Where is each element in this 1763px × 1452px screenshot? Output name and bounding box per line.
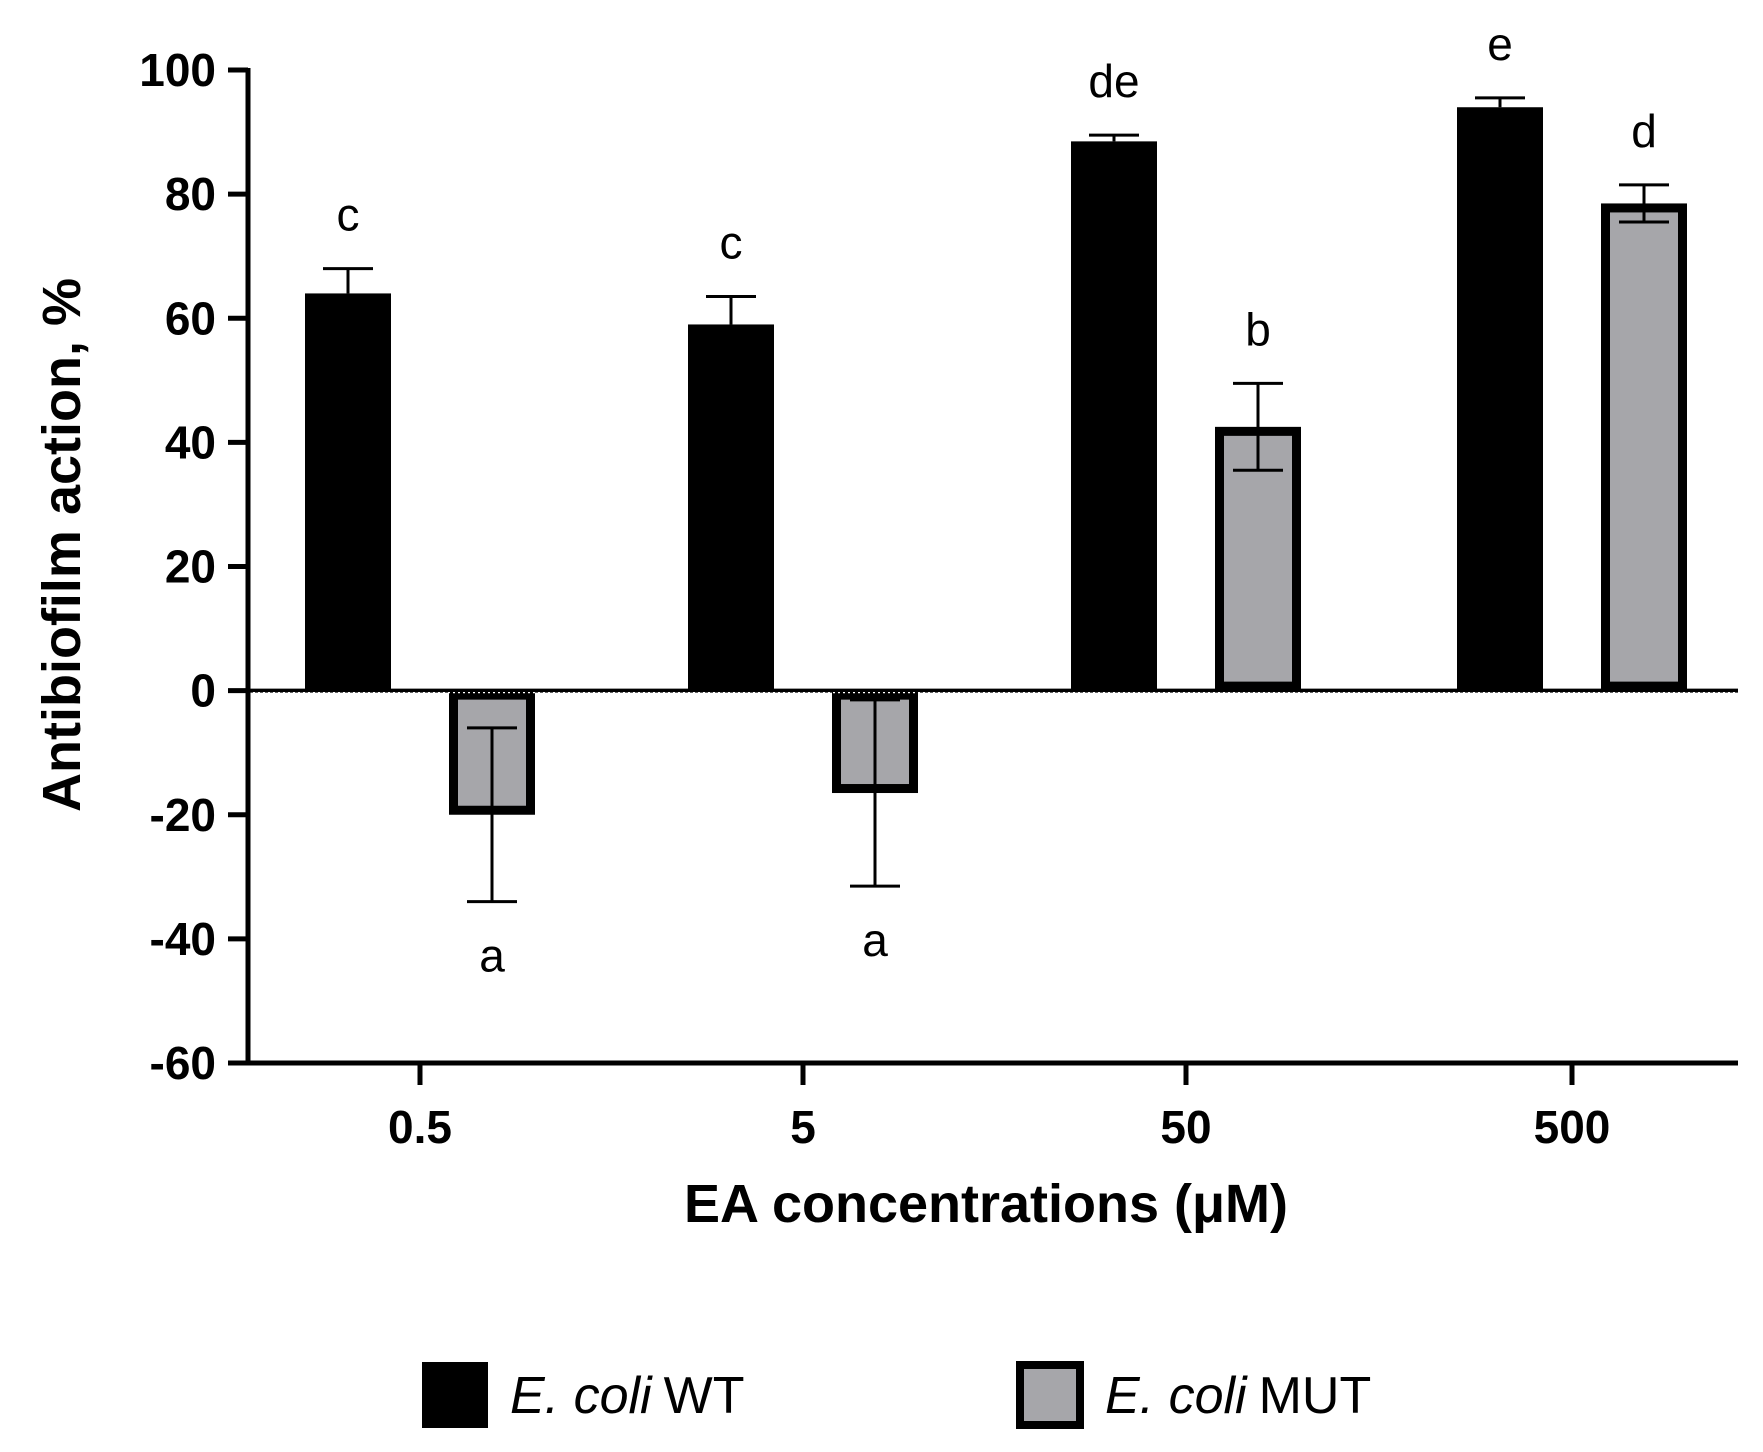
x-tick-label-500: 500 [1534,1101,1611,1153]
y-tick-label-20: 20 [165,541,216,593]
legend-item-wt: E. coli WT [422,1362,744,1428]
y-tick-label--40: -40 [150,913,216,965]
x-axis-title: EA concentrations (μM) [684,1174,1288,1234]
y-tick-label--60: -60 [150,1037,216,1089]
legend-label-wt-italic: E. coli [510,1367,653,1425]
bar-mut-500 [1601,203,1687,691]
legend-label-mut: E. coli MUT [1105,1367,1371,1425]
legend: E. coli WT E. coli MUT [422,1361,1371,1429]
y-axis-title: Antibiofilm action, % [32,278,92,812]
letter-mut-500: d [1631,105,1657,157]
x-tick-labels: 0.5 5 50 500 [388,1101,1610,1153]
significance-letters: c c de e a a b d [337,18,1657,982]
error-bars [323,96,1669,904]
bar-wt-50 [1071,141,1157,691]
legend-swatch-wt [422,1362,488,1428]
legend-item-mut: E. coli MUT [1016,1361,1371,1429]
bars [305,107,1687,815]
x-tick-label-5: 5 [790,1101,816,1153]
legend-label-wt: E. coli WT [510,1367,744,1425]
letter-wt-50: de [1088,55,1139,107]
letter-wt-0.5: c [337,189,360,241]
letter-mut-0.5: a [479,930,505,982]
y-tick-labels: 100 80 60 40 20 0 -20 -40 -60 [139,44,216,1089]
x-tick-label-50: 50 [1160,1101,1211,1153]
y-tick-label-60: 60 [165,292,216,344]
axes [228,67,1738,1085]
bar-wt-0.5 [305,293,391,691]
letter-mut-50: b [1245,303,1271,355]
legend-swatch-mut [1016,1361,1084,1429]
letter-mut-5: a [862,914,888,966]
letter-wt-500: e [1487,18,1513,70]
legend-label-mut-plain: MUT [1259,1367,1372,1425]
y-tick-label-100: 100 [139,44,216,96]
legend-label-mut-italic: E. coli [1105,1367,1248,1425]
y-tick-label-0: 0 [190,665,216,717]
legend-label-wt-plain: WT [664,1367,745,1425]
letter-wt-5: c [720,217,743,269]
y-tick-label-80: 80 [165,168,216,220]
x-tick-label-0.5: 0.5 [388,1101,452,1153]
bar-wt-500 [1457,107,1543,691]
bar-wt-5 [688,324,774,691]
y-tick-label--20: -20 [150,789,216,841]
y-tick-label-40: 40 [165,416,216,468]
